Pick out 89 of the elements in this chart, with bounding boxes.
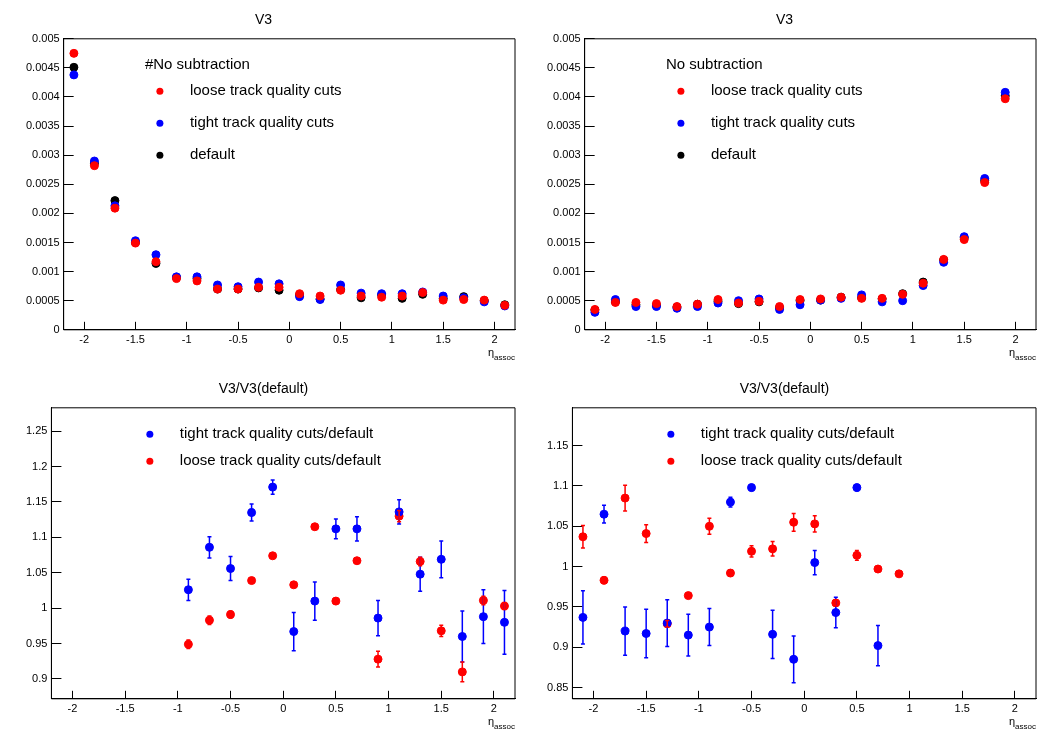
legend-label: loose track quality cuts [710,81,863,99]
x-tick-label: 0.5 [332,333,349,346]
y-tick-label: 0.95 [25,636,48,649]
x-tick-label: 1 [388,333,395,346]
y-tick-label: 0.0025 [546,177,581,190]
chart-title: V3 [254,11,273,28]
y-tick-label: 1 [41,601,48,614]
y-tick-label: 1.2 [32,459,48,472]
x-tick-label: 0.5 [328,702,344,715]
y-tick-label: 1.1 [553,479,569,492]
y-tick-label: 1.05 [546,519,569,532]
y-tick-label: 1.25 [25,424,48,437]
y-tick-label: 0 [53,322,60,335]
x-tick-label: -1 [702,333,713,346]
legend-label: tight track quality cuts [710,113,856,131]
x-tick-label: 1.5 [433,702,449,715]
x-tick-label: -1 [693,702,704,715]
y-tick-label: 0.001 [32,264,60,277]
y-tick-label: 0.0045 [25,60,60,73]
chart-title: V3/V3(default) [218,380,309,397]
y-tick-label: 0.95 [546,599,569,612]
y-tick-label: 0.0005 [25,293,60,306]
x-tick-label: 2 [1012,333,1019,346]
x-tick-label: 1 [906,702,913,715]
legend-title: #No subtraction [144,55,250,73]
legend-label: tight track quality cuts/default [700,424,896,442]
y-tick-label: 0.005 [32,31,60,44]
y-tick-label: 0.0025 [25,177,60,190]
x-tick-label: 2 [490,702,497,715]
y-tick-label: 1.1 [32,530,48,543]
y-tick-label: 0.9 [553,640,569,653]
y-tick-label: 0.85 [546,680,569,693]
x-tick-label: 1.5 [435,333,451,346]
x-tick-label: 1.5 [956,333,972,346]
x-tick-label: -1 [181,333,192,346]
x-tick-label: -1 [172,702,183,715]
y-tick-label: 0 [574,322,581,335]
x-tick-label: 2 [1011,702,1018,715]
x-tick-label: 0 [807,333,814,346]
x-tick-label: -2 [600,333,611,346]
legend-label: default [710,145,757,163]
x-tick-label: 0 [286,333,293,346]
y-tick-label: 0.0015 [25,235,60,248]
chart-title: V3/V3(default) [739,380,830,397]
y-tick-label: 0.0035 [546,119,581,132]
x-tick-label: 0.5 [849,702,865,715]
x-tick-label: -0.5 [749,333,769,346]
y-tick-label: 0.9 [32,672,48,685]
x-tick-label: -2 [588,702,599,715]
y-tick-label: 0.0005 [546,293,581,306]
legend-label: tight track quality cuts [189,113,335,131]
y-tick-label: 0.0015 [546,235,581,248]
y-tick-label: 0.004 [32,90,60,103]
y-tick-label: 0.0045 [546,60,581,73]
legend-label: loose track quality cuts [189,81,342,99]
x-tick-label: -0.5 [742,702,762,715]
x-tick-label: -2 [67,702,78,715]
x-tick-label: 1 [909,333,916,346]
legend-label: default [189,145,236,163]
y-tick-label: 1 [562,559,569,572]
legend-label: loose track quality cuts/default [179,451,382,469]
y-tick-label: 1.15 [25,495,48,507]
x-tick-label: 1 [385,702,392,715]
x-tick-label: -1.5 [646,333,666,346]
y-tick-label: 0.002 [32,206,60,219]
y-tick-label: 0.005 [553,31,581,44]
y-tick-label: 0.002 [553,206,581,219]
y-tick-label: 0.004 [553,90,581,103]
y-tick-label: 0.003 [553,148,581,161]
x-tick-label: 0.5 [853,333,870,346]
x-tick-label: 0 [801,702,808,715]
y-tick-label: 0.001 [553,264,581,277]
x-tick-label: -0.5 [228,333,248,346]
x-tick-label: -2 [79,333,90,346]
x-tick-label: -0.5 [221,702,241,715]
x-tick-label: -1.5 [125,333,145,346]
x-tick-label: -1.5 [115,702,135,715]
x-tick-label: 2 [491,333,498,346]
y-tick-label: 1.05 [25,565,48,578]
x-tick-label: 0 [280,702,287,715]
chart-title: V3 [775,11,794,28]
x-tick-label: 1.5 [954,702,970,715]
legend-title: No subtraction [665,55,763,73]
y-tick-label: 0.003 [32,148,60,161]
y-tick-label: 0.0035 [25,119,60,132]
legend-label: tight track quality cuts/default [179,424,375,442]
x-tick-label: -1.5 [636,702,656,715]
legend-label: loose track quality cuts/default [700,451,903,469]
y-tick-label: 1.15 [546,438,569,451]
